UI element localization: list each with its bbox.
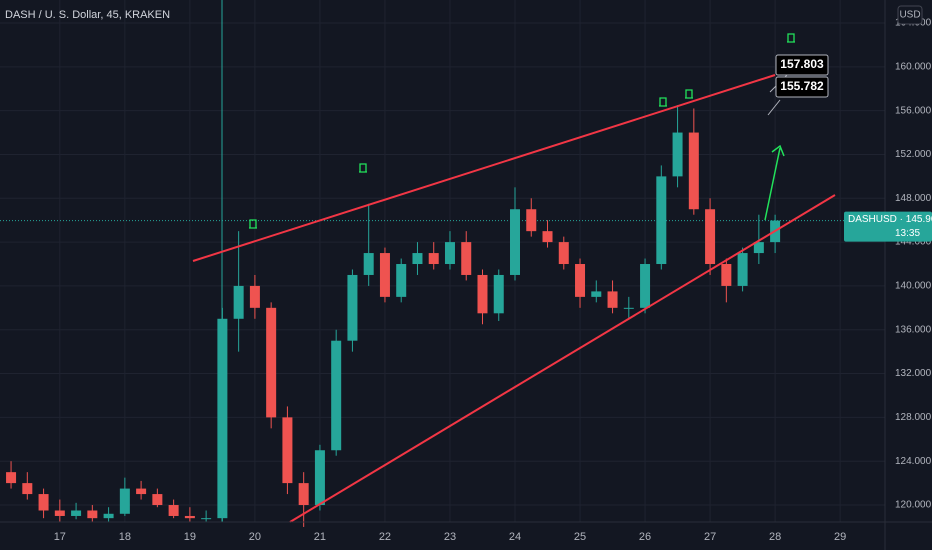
candle-body [444,242,455,265]
candle-body [152,494,163,506]
signal-icons [249,33,795,229]
candle-body [672,132,683,177]
callout-label: 157.803 [780,57,824,71]
hand-icon [685,89,693,99]
candle-body [607,291,618,308]
candle-body [266,307,277,418]
candle-body [412,253,423,265]
candle-body [314,450,325,506]
x-tick-label: 20 [249,531,261,543]
candle-body [282,417,293,484]
candle-body [428,253,439,265]
candle-body [217,318,228,519]
candle-body [38,494,49,511]
x-tick-label: 24 [509,531,521,543]
candle-body [233,285,244,319]
candle-body [379,253,390,297]
y-tick-label: 120.000 [895,500,932,511]
candle-body [22,483,33,495]
candle-body [688,132,699,210]
candle-body [526,209,537,232]
countdown: 13:35 [895,228,920,239]
candle-body [591,291,602,297]
x-tick-label: 25 [574,531,586,543]
hand-icon [249,219,257,229]
y-tick-label: 132.000 [895,368,932,379]
lower-trendline [289,194,836,523]
candle-body [721,264,732,286]
candle-body [640,264,651,308]
candle-body [331,340,342,451]
callout-box [775,54,829,76]
candle-body [119,488,130,514]
candle-body [168,505,179,516]
candle-body [558,242,569,265]
candle-body [656,176,667,265]
candle-body [396,264,407,297]
x-tick-label: 28 [769,531,781,543]
y-tick-label: 136.000 [895,324,932,335]
candle-body [184,515,195,519]
price-tag-label: DASHUSD · 145.965 [848,214,932,225]
candle-body [753,242,764,254]
chart-title: DASH / U. S. Dollar, 45, KRAKEN [5,9,170,21]
price-axis [885,0,932,550]
candle-body [71,510,82,516]
hand-icon [787,33,795,43]
candle-body [6,472,17,484]
y-tick-label: 152.000 [895,149,932,160]
y-tick-label: 128.000 [895,412,932,423]
candle-body [623,307,634,309]
callout-box [775,76,829,98]
x-tick-label: 21 [314,531,326,543]
candle-body [510,209,521,275]
y-tick-label: 160.000 [895,61,932,72]
y-tick-label: 156.000 [895,105,932,116]
candle-body [542,231,553,243]
candle-body [54,510,65,516]
x-tick-label: 23 [444,531,456,543]
candle-body [705,209,716,265]
callout-line [767,99,781,116]
x-tick-label: 26 [639,531,651,543]
y-tick-label: 124.000 [895,456,932,467]
x-tick-label: 27 [704,531,716,543]
candle-body [493,274,504,314]
candle-body [201,518,212,520]
candle-body [298,483,309,506]
x-tick-label: 18 [119,531,131,543]
upper-trendline [192,74,776,262]
price-tag [844,211,932,242]
y-tick-label: 144.000 [895,237,932,248]
currency-button[interactable] [897,5,923,25]
callout-label: 155.782 [780,79,824,93]
y-tick-label: 148.000 [895,193,932,204]
candle-body [347,274,358,341]
x-tick-label: 19 [184,531,196,543]
candle-body [575,264,586,297]
projection-arrow [764,144,785,221]
candle-body [477,274,488,314]
y-tick-label: 140.000 [895,281,932,292]
x-tick-label: 22 [379,531,391,543]
x-tick-label: 29 [834,531,846,543]
hand-icon [659,97,667,107]
candle-body [363,253,374,275]
candle-body [103,513,114,519]
x-tick-label: 17 [54,531,66,543]
candle-body [737,253,748,286]
currency-label[interactable]: USD [899,10,920,21]
candle-body [461,242,472,275]
candle-body [136,488,147,495]
candle-body [87,510,98,519]
hand-icon [359,163,367,173]
candle-body [249,285,260,308]
